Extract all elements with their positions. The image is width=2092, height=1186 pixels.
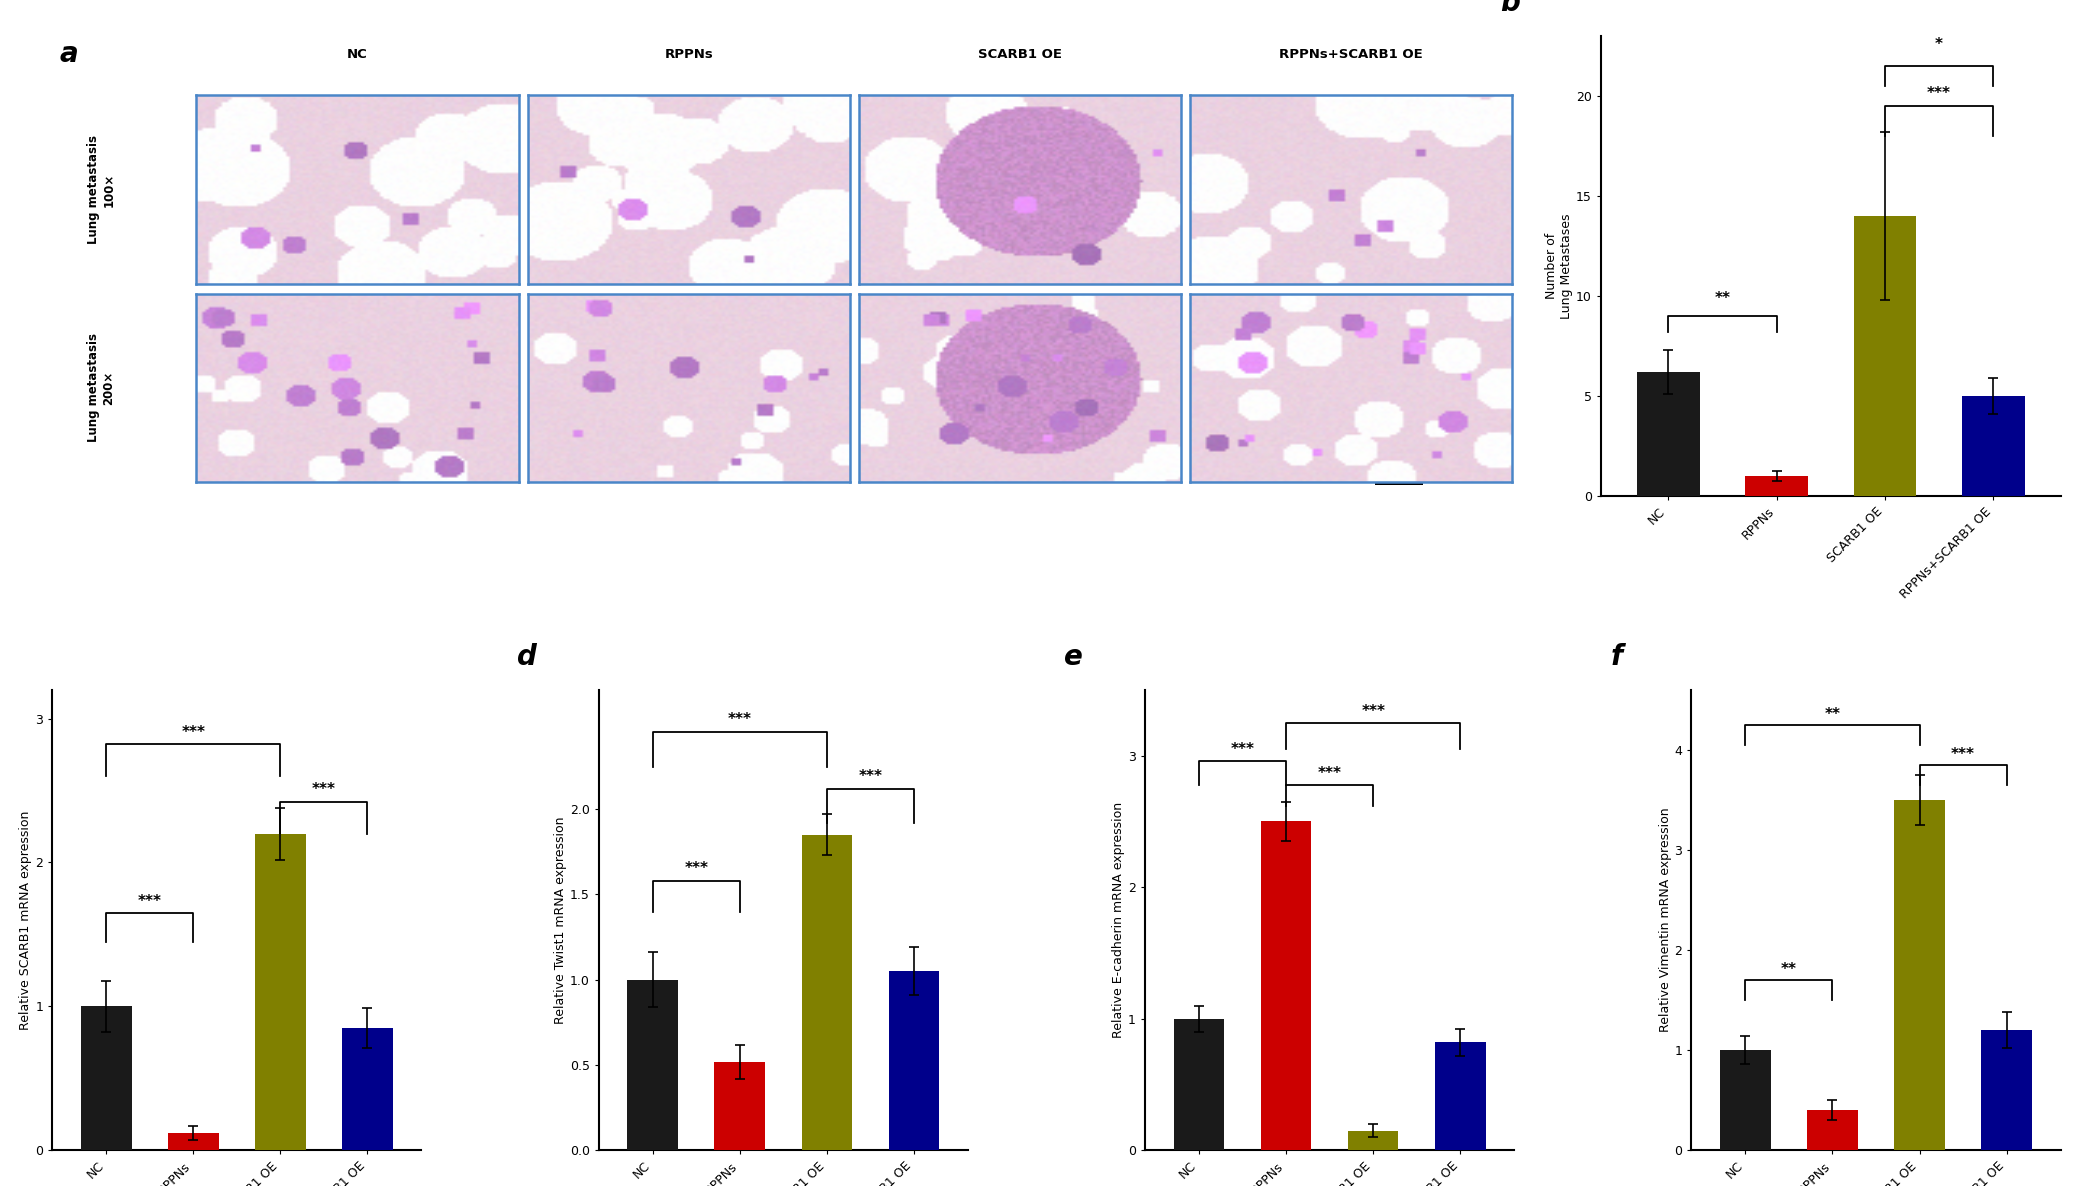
Text: **: ** (1713, 291, 1730, 306)
Text: ***: *** (858, 769, 883, 784)
Text: f: f (1611, 643, 1623, 671)
Text: 250 μm: 250 μm (1379, 472, 1420, 483)
Bar (1435, 1042, 1485, 1150)
Text: **: ** (1780, 962, 1797, 977)
Text: NC: NC (347, 49, 368, 62)
Y-axis label: Relative SCARB1 mRNA expression: Relative SCARB1 mRNA expression (19, 810, 33, 1029)
Y-axis label: Relative Twist1 mRNA expression: Relative Twist1 mRNA expression (554, 816, 567, 1024)
Bar (343, 1028, 393, 1150)
Bar (715, 1061, 766, 1150)
Bar (1174, 1019, 1224, 1150)
Text: Lung metastasis
200×: Lung metastasis 200× (88, 333, 115, 442)
Bar (1981, 1031, 2031, 1150)
Text: ***: *** (1230, 742, 1255, 758)
Bar (255, 834, 305, 1150)
Text: e: e (1065, 643, 1084, 671)
Bar (1895, 799, 1946, 1150)
Text: ***: *** (1927, 87, 1952, 101)
Y-axis label: Relative Vimentin mRNA expression: Relative Vimentin mRNA expression (1659, 808, 1672, 1032)
Text: **: ** (1824, 707, 1841, 722)
Y-axis label: Relative E-cadherin mRNA expression: Relative E-cadherin mRNA expression (1113, 802, 1125, 1038)
Bar (801, 835, 851, 1150)
Bar (167, 1133, 218, 1150)
Bar (1962, 396, 2025, 496)
Text: ***: *** (312, 783, 337, 797)
Bar (1720, 1051, 1770, 1150)
Bar (1636, 372, 1699, 496)
Text: *: * (1935, 37, 1943, 52)
Bar (82, 1007, 132, 1150)
Text: d: d (517, 643, 538, 671)
Text: ***: *** (684, 861, 709, 876)
Text: ***: *** (182, 725, 205, 740)
Text: a: a (61, 40, 77, 68)
Text: RPPNs+SCARB1 OE: RPPNs+SCARB1 OE (1278, 49, 1423, 62)
Bar (1261, 822, 1312, 1150)
Text: SCARB1 OE: SCARB1 OE (977, 49, 1061, 62)
Text: ***: *** (138, 893, 161, 908)
Text: RPPNs: RPPNs (665, 49, 713, 62)
Bar (889, 971, 939, 1150)
Text: ***: *** (1362, 703, 1385, 719)
Text: ***: *** (1318, 766, 1341, 782)
Bar (1745, 477, 1807, 496)
Bar (628, 980, 678, 1150)
Text: Lung metastasis
100×: Lung metastasis 100× (88, 135, 115, 244)
Text: ***: *** (1952, 747, 1975, 761)
Bar (1347, 1130, 1397, 1150)
Bar (1854, 216, 1916, 496)
Y-axis label: Number of
Lung Metastases: Number of Lung Metastases (1546, 213, 1573, 319)
Bar (1807, 1110, 1858, 1150)
Text: ***: *** (728, 713, 751, 727)
Text: b: b (1500, 0, 1519, 17)
